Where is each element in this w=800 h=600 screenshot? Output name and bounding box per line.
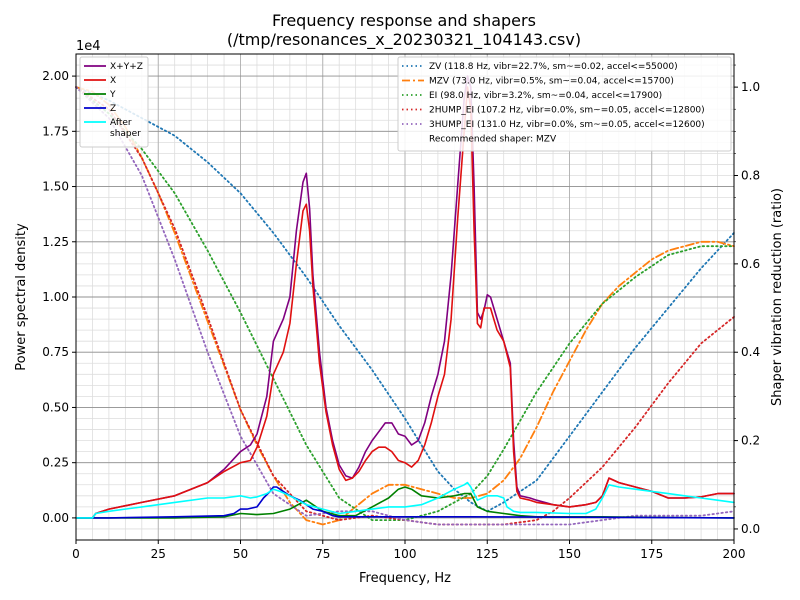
series-line-5 — [75, 86, 735, 513]
legend-right: ZV (118.8 Hz, vibr=22.7%, sm~=0.02, acce… — [397, 56, 732, 152]
recommended-shaper: Recommended shaper: MZV — [429, 135, 557, 145]
y2-tick-label: 0.2 — [741, 434, 760, 448]
legend-label: 3HUMP_EI (131.0 Hz, vibr=0.0%, sm~=0.05,… — [429, 120, 705, 130]
series-line-4 — [75, 481, 735, 519]
y-axis-label: Power spectral density — [14, 223, 29, 371]
y-tick-label: 0.50 — [42, 400, 69, 414]
x-tick-label: 75 — [315, 547, 330, 561]
legend-label: shaper — [110, 129, 141, 139]
x-tick-label: 100 — [394, 547, 417, 561]
legend-label: MZV (73.0 Hz, vibr=0.5%, sm~=0.04, accel… — [429, 77, 674, 87]
y-tick-label: 1.50 — [42, 180, 69, 194]
y2-tick-label: 0.0 — [741, 522, 760, 536]
x-tick-label: 175 — [640, 547, 663, 561]
legend-label: ZV (118.8 Hz, vibr=22.7%, sm~=0.02, acce… — [429, 62, 678, 72]
y-tick-label: 0.25 — [42, 456, 69, 470]
x-tick-label: 50 — [233, 547, 248, 561]
series-line-2 — [75, 486, 735, 519]
x-tick-label: 0 — [72, 547, 80, 561]
x-tick-label: 150 — [558, 547, 581, 561]
legend-label: EI (98.0 Hz, vibr=3.2%, sm~=0.04, accel<… — [429, 91, 662, 101]
series-line-1 — [75, 86, 735, 519]
series-line-7 — [75, 86, 735, 521]
legend-label: Y — [109, 90, 116, 100]
x-tick-label: 200 — [723, 547, 746, 561]
y-tick-label: 0.00 — [42, 511, 69, 525]
series-line-6 — [75, 86, 735, 526]
series-layer — [75, 75, 735, 526]
y2-tick-label: 0.4 — [741, 345, 760, 359]
y-tick-label: 1.75 — [42, 124, 69, 138]
x-axis-label: Frequency, Hz — [359, 571, 451, 586]
x-tick-label: 125 — [476, 547, 499, 561]
y2-tick-label: 0.6 — [741, 257, 760, 271]
legend-label: 2HUMP_EI (107.2 Hz, vibr=0.0%, sm~=0.05,… — [429, 106, 705, 116]
legend-label: X+Y+Z — [110, 62, 143, 72]
legend-label: Z — [110, 104, 116, 114]
y-tick-label: 1.00 — [42, 290, 69, 304]
y2-axis-label: Shaper vibration reduction (ratio) — [770, 188, 785, 406]
legend-label: X — [110, 76, 116, 86]
legend-label: After — [110, 118, 132, 128]
chart-subtitle: (/tmp/resonances_x_20230321_104143.csv) — [227, 30, 581, 50]
y2-tick-label: 1.0 — [741, 80, 760, 94]
y-multiplier-label: 1e4 — [76, 39, 101, 54]
chart-title: Frequency response and shapers — [272, 11, 536, 30]
y2-tick-label: 0.8 — [741, 169, 760, 183]
legend-right-box — [397, 56, 732, 152]
series-line-3 — [75, 486, 735, 519]
axes: 0 25 50 75 100 125 150 175 200 0.00 0.25 0.50 0.75 1.… — [42, 64, 760, 561]
x-tick-label: 25 — [151, 547, 166, 561]
y-tick-label: 2.00 — [42, 69, 69, 83]
y-tick-label: 1.25 — [42, 235, 69, 249]
y-tick-label: 0.75 — [42, 345, 69, 359]
